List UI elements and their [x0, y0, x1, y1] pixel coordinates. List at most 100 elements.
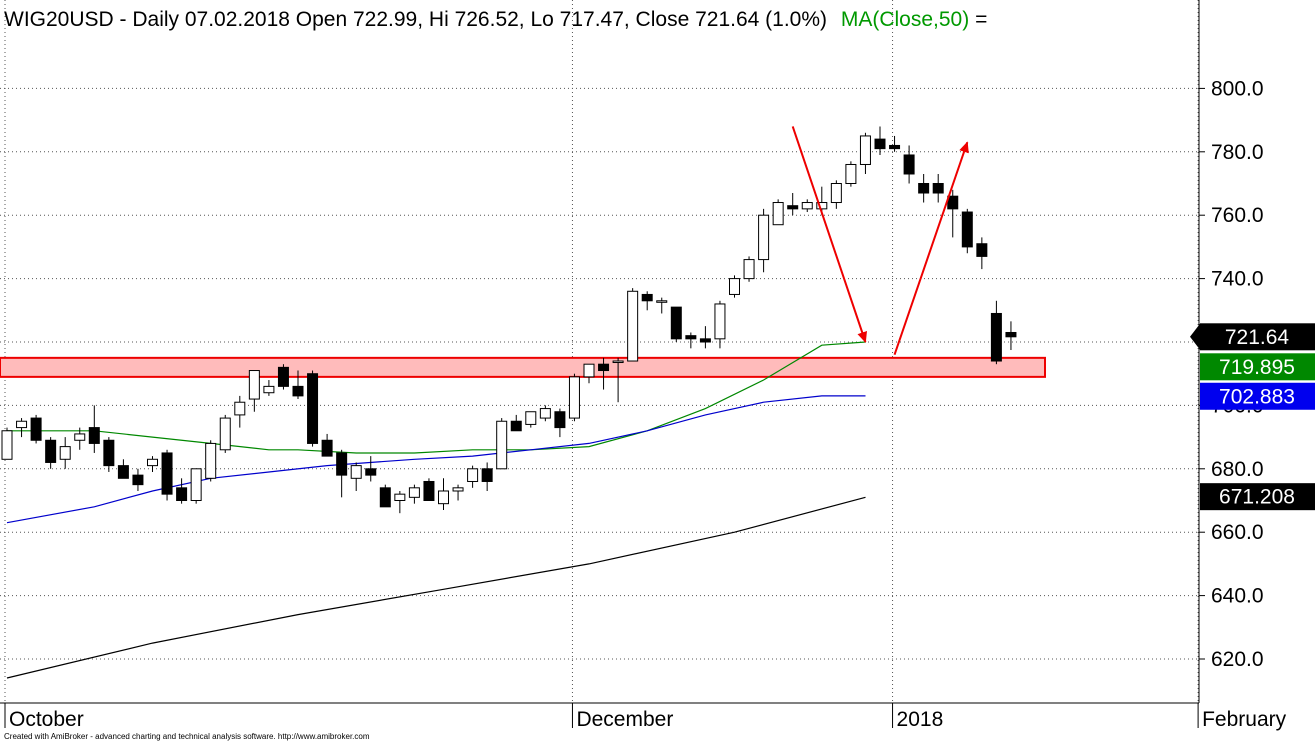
y-tick-label: 780.0: [1211, 141, 1264, 164]
candle-body: [670, 306, 682, 340]
candle-body: [452, 487, 464, 492]
candle-body: [830, 183, 842, 204]
candle-body: [903, 154, 915, 175]
candle-body: [336, 452, 348, 476]
candle-body: [88, 427, 100, 444]
candle-body: [947, 195, 959, 210]
candle-body: [714, 303, 726, 340]
header-text: WIG20USD - Daily 07.02.2018 Open 722.99,…: [4, 8, 827, 31]
candle-body: [510, 420, 522, 432]
candle-body: [627, 290, 639, 362]
candle-body: [248, 370, 260, 400]
candle-body: [743, 259, 755, 280]
candle-body: [176, 487, 188, 502]
price-badge: [1200, 382, 1315, 410]
price-badge-label: 721.64: [1225, 326, 1290, 349]
candle-body: [277, 366, 289, 387]
candle-body: [379, 487, 391, 508]
candle-body: [234, 401, 246, 416]
candle-body: [103, 439, 115, 467]
candle-body: [801, 202, 813, 210]
chart-header: WIG20USD - Daily 07.02.2018 Open 722.99,…: [4, 8, 987, 31]
x-tick-label: 2018: [897, 708, 944, 731]
candle-body: [219, 417, 231, 451]
candle-body: [656, 300, 668, 303]
candle-body: [845, 163, 857, 184]
x-axis-ticks: October December 2018 February: [4, 703, 1287, 731]
candle-body: [729, 278, 740, 295]
y-tick-label: 620.0: [1211, 648, 1264, 671]
x-tick-label: October: [9, 708, 84, 731]
candle-body: [365, 468, 377, 476]
candle-body: [161, 452, 173, 495]
candle-body: [132, 474, 144, 486]
candle-body: [423, 480, 435, 502]
candle-body: [117, 465, 129, 479]
price-badge-label: 671.208: [1219, 486, 1295, 509]
candle-body: [350, 465, 362, 479]
y-tick-label: 640.0: [1211, 585, 1264, 608]
candle-body: [612, 360, 624, 364]
y-tick-label: 660.0: [1211, 521, 1264, 544]
moving-average-lines: [6, 341, 866, 679]
candle-body: [307, 373, 319, 444]
candle-body: [59, 446, 71, 460]
series-line: [6, 496, 866, 679]
candle-body: [568, 376, 580, 419]
candle-body: [961, 211, 973, 248]
candle-body: [263, 385, 275, 394]
candle-body: [292, 385, 304, 397]
y-tick-label: 680.0: [1211, 458, 1264, 481]
candle-body: [147, 458, 158, 467]
candle-body: [918, 183, 930, 194]
candle-body: [787, 205, 799, 210]
candle-body: [481, 468, 493, 482]
price-badge: [1200, 483, 1315, 511]
candle-body: [190, 468, 202, 501]
candle-body: [990, 312, 1002, 362]
price-badge-pointer: [1190, 323, 1200, 350]
candle-body: [74, 433, 86, 441]
grid-lines: [0, 0, 1199, 703]
x-tick-label: December: [576, 708, 673, 731]
support-zone-rect: [0, 356, 1046, 378]
candle-body: [438, 490, 449, 505]
candle-body: [467, 468, 479, 482]
trend-arrow: [791, 126, 867, 343]
candle-body: [641, 293, 653, 302]
candle-body: [321, 439, 333, 457]
price-badge-label: 702.883: [1219, 385, 1295, 408]
candle-body: [45, 439, 57, 463]
x-tick-label: February: [1202, 708, 1287, 731]
header-ma-suffix: =: [975, 8, 987, 31]
candle-body: [30, 417, 42, 441]
candle-body: [816, 202, 828, 210]
candle-body: [598, 363, 610, 372]
candle-body: [699, 338, 711, 343]
candle-body: [583, 363, 595, 378]
price-badges: 721.64 719.895 702.883 671.208: [1190, 323, 1315, 511]
candle-body: [889, 144, 901, 150]
price-badge-label: 719.895: [1219, 356, 1295, 379]
candle-body: [859, 135, 871, 165]
candle-body: [1, 430, 13, 460]
y-tick-label: 740.0: [1211, 268, 1264, 291]
trend-arrow: [893, 141, 969, 356]
candle-body: [525, 411, 537, 425]
candle-body: [685, 335, 697, 340]
candle-body: [16, 420, 28, 429]
y-tick-label: 760.0: [1211, 204, 1264, 227]
candle-body: [539, 408, 551, 419]
series-line: [6, 395, 866, 524]
candle-body: [874, 138, 886, 150]
footer-credit: Created with AmiBroker - advanced charti…: [4, 732, 370, 741]
trend-arrows: [791, 126, 969, 356]
candlestick-series: [1, 126, 1017, 514]
support-zone: [0, 356, 1046, 378]
candle-body: [408, 487, 420, 498]
candle-body: [976, 243, 988, 257]
candle-body: [758, 214, 770, 261]
candle-body: [554, 411, 566, 429]
candle-body: [205, 442, 217, 479]
